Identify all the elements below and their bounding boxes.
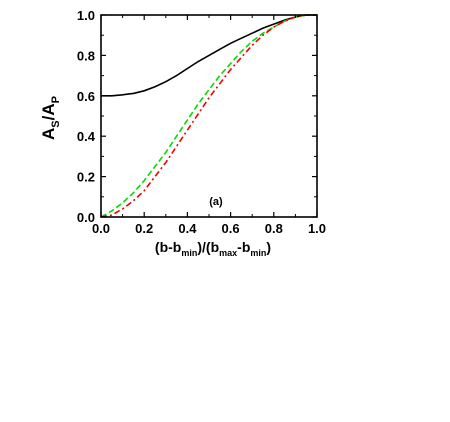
x-axis-title-sub3: min — [250, 248, 266, 258]
y-tick-label: 0.0 — [77, 210, 95, 225]
y-axis-title-sub: S — [50, 120, 62, 127]
series-dashed-line — [100, 14, 317, 218]
x-axis-title-sub2: max — [219, 248, 237, 258]
y-tick-label: 0.4 — [77, 129, 96, 144]
y-tick-label: 0.6 — [77, 89, 95, 104]
x-tick-label: 0.0 — [92, 221, 110, 236]
x-axis-title-part3: -b — [237, 239, 250, 255]
x-axis-title: (b-bmin)/(bmax-bmin) — [155, 239, 271, 258]
series-dashdot-line — [100, 14, 317, 218]
y-axis-title: AS/AP — [39, 96, 62, 140]
y-axis-title-main: A — [39, 128, 58, 140]
plot-frame — [100, 14, 318, 218]
panel-label: (a) — [209, 196, 223, 208]
x-axis-title-part2: )/(b — [197, 239, 219, 255]
x-tick-label: 0.4 — [178, 221, 197, 236]
series-layer — [100, 14, 317, 218]
y-tick-label: 0.2 — [77, 170, 95, 185]
x-tick-label: 0.8 — [265, 221, 283, 236]
x-tick-label: 0.6 — [222, 221, 240, 236]
x-tick-label: 0.2 — [135, 221, 153, 236]
y-tick-label: 0.8 — [77, 48, 95, 63]
x-axis-title-part1: (b-b — [155, 239, 181, 255]
x-axis-title-sub1: min — [181, 248, 197, 258]
x-tick-label: 1.0 — [308, 221, 326, 236]
y-axis-title-sub2: P — [50, 96, 62, 103]
tick-layer: 0.0 0.2 0.4 0.6 0.8 1.0 0.0 0.2 0.4 0.6 0.8 1.0 — [77, 8, 326, 236]
x-axis-title-part4: ) — [266, 239, 271, 255]
y-tick-label: 1.0 — [77, 8, 95, 23]
y-axis-title-sep: /A — [39, 103, 58, 120]
series-solid-line — [101, 14, 317, 97]
